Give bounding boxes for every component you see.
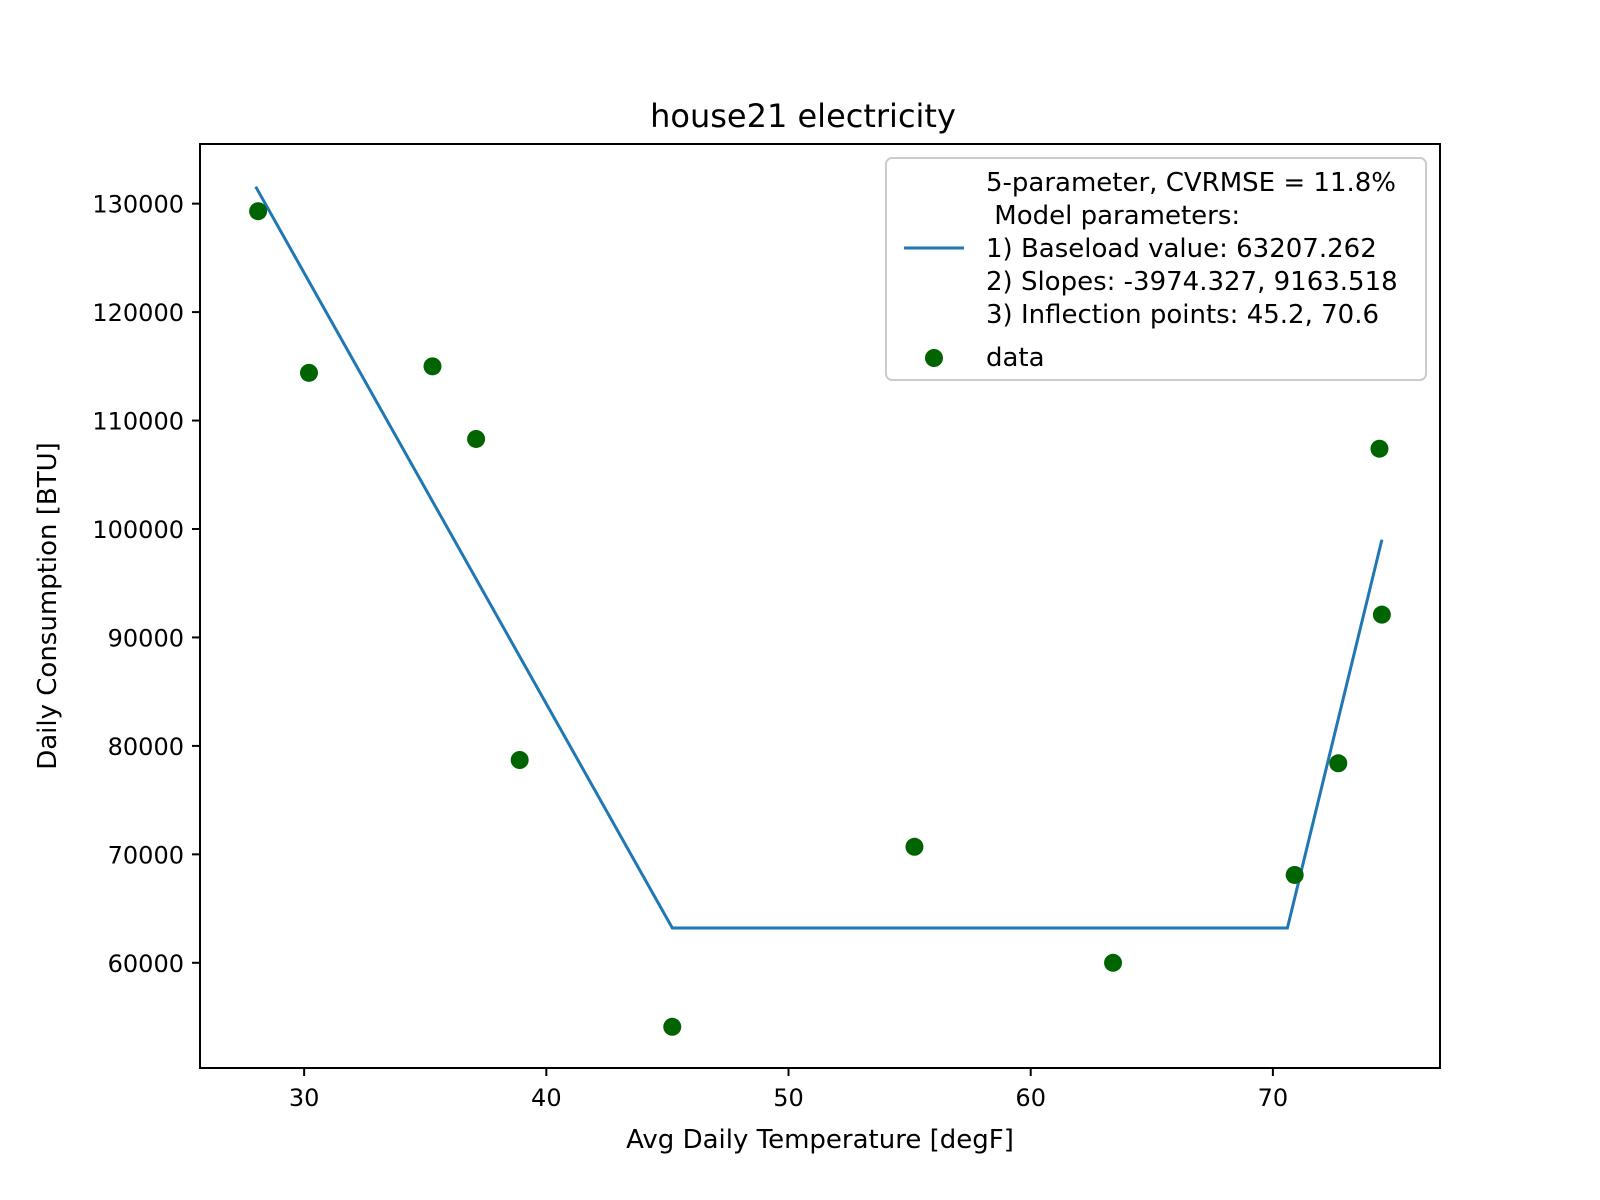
y-tick-label: 60000 xyxy=(108,950,184,978)
x-axis: 30 40 50 60 70 xyxy=(289,1068,1288,1112)
legend: 5-parameter, CVRMSE = 11.8% Model parame… xyxy=(885,157,1427,381)
y-tick-label: 110000 xyxy=(92,408,184,436)
y-tick-label: 90000 xyxy=(108,624,184,652)
legend-model-text: Model parameters: xyxy=(986,201,1240,231)
y-axis-label: Daily Consumption [BTU] xyxy=(33,442,63,770)
legend-items: 5-parameter, CVRMSE = 11.8% Model parame… xyxy=(904,168,1398,373)
legend-box xyxy=(885,157,1427,381)
y-axis: 60000 70000 80000 90000 100000 110000 120000 13… xyxy=(92,191,200,978)
legend-model-text: 1) Baseload value: 63207.262 xyxy=(986,234,1377,264)
legend-data-swatch xyxy=(925,349,943,367)
x-axis-label: Avg Daily Temperature [degF] xyxy=(626,1125,1014,1155)
data-point xyxy=(1104,953,1123,972)
x-tick-label: 70 xyxy=(1258,1084,1289,1112)
data-point xyxy=(299,363,318,382)
y-tick-label: 100000 xyxy=(92,516,184,544)
data-point xyxy=(510,751,529,769)
model-line xyxy=(254,185,1384,930)
y-tick-label: 130000 xyxy=(92,191,184,219)
x-tick-label: 40 xyxy=(531,1084,562,1112)
plot-area xyxy=(249,185,1391,1036)
legend-data-text: data xyxy=(986,343,1045,373)
x-tick-label: 50 xyxy=(773,1084,804,1112)
data-point xyxy=(663,1017,682,1036)
data-point xyxy=(423,357,442,376)
data-point xyxy=(1370,439,1389,458)
legend-model-text: 2) Slopes: -3974.327, 9163.518 xyxy=(986,267,1398,297)
y-tick-label: 80000 xyxy=(108,733,184,761)
data-point xyxy=(1285,865,1304,884)
legend-model-text: 3) Inflection points: 45.2, 70.6 xyxy=(986,300,1379,330)
y-tick-label: 120000 xyxy=(92,299,184,327)
data-point xyxy=(249,202,268,221)
data-point xyxy=(467,429,486,448)
y-tick-label: 70000 xyxy=(108,841,184,869)
x-tick-label: 30 xyxy=(289,1084,320,1112)
plot-frame xyxy=(199,143,1441,1069)
x-tick-label: 60 xyxy=(1015,1084,1046,1112)
chart-title: house21 electricity xyxy=(650,97,956,135)
data-point xyxy=(1329,754,1348,773)
data-point xyxy=(1372,605,1391,624)
data-point xyxy=(905,837,924,856)
legend-model-text: 5-parameter, CVRMSE = 11.8% xyxy=(986,168,1396,198)
